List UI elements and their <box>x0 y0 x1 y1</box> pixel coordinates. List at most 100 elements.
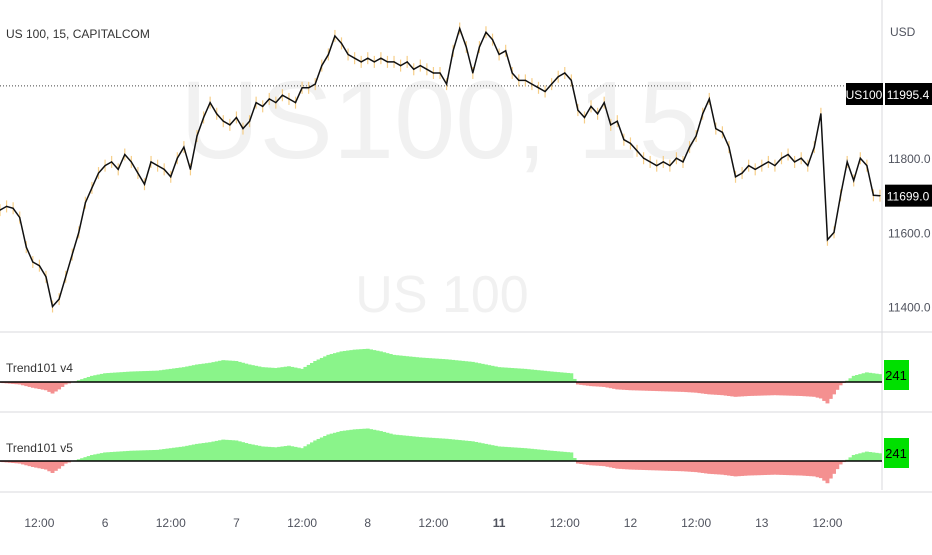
price-point-32 <box>210 102 211 103</box>
price-point-17 <box>111 161 112 162</box>
price-point-85 <box>558 76 559 77</box>
price-point-45 <box>295 102 296 103</box>
price-point-42 <box>275 102 276 103</box>
symbol-badge-label: US100 <box>846 88 883 102</box>
price-point-114 <box>748 165 749 166</box>
currency-label: USD <box>890 25 916 39</box>
price-point-50 <box>328 54 329 55</box>
price-point-109 <box>715 128 716 129</box>
price-point-52 <box>341 43 342 44</box>
price-point-103 <box>676 158 677 159</box>
price-point-87 <box>571 80 572 81</box>
price-point-94 <box>617 121 618 122</box>
x-tick-label-5: 8 <box>364 516 371 530</box>
price-point-120 <box>787 154 788 155</box>
marker-price-label: 11995.4 <box>887 88 930 102</box>
price-point-101 <box>663 161 664 162</box>
price-point-56 <box>367 58 368 59</box>
price-point-118 <box>774 165 775 166</box>
price-point-12 <box>78 232 79 233</box>
price-point-10 <box>65 276 66 277</box>
price-point-69 <box>453 50 454 51</box>
price-point-4 <box>26 247 27 248</box>
price-point-15 <box>98 172 99 173</box>
price-point-123 <box>807 165 808 166</box>
price-point-28 <box>183 147 184 148</box>
price-point-26 <box>170 176 171 177</box>
price-point-121 <box>794 161 795 162</box>
price-point-21 <box>137 172 138 173</box>
price-point-60 <box>393 61 394 62</box>
price-point-6 <box>39 265 40 266</box>
price-point-58 <box>380 58 381 59</box>
price-point-41 <box>269 98 270 99</box>
price-point-30 <box>196 135 197 136</box>
price-point-31 <box>203 117 204 118</box>
price-point-126 <box>827 239 828 240</box>
price-point-40 <box>262 106 263 107</box>
x-tick-label-1: 6 <box>102 516 109 530</box>
price-point-38 <box>249 121 250 122</box>
price-point-130 <box>853 180 854 181</box>
price-point-92 <box>604 102 605 103</box>
price-point-134 <box>879 195 880 196</box>
price-point-133 <box>873 195 874 196</box>
price-point-105 <box>689 147 690 148</box>
price-point-44 <box>288 98 289 99</box>
price-point-79 <box>518 80 519 81</box>
price-point-117 <box>768 161 769 162</box>
price-point-98 <box>643 158 644 159</box>
price-point-81 <box>531 84 532 85</box>
price-point-1 <box>6 206 7 207</box>
price-point-72 <box>472 72 473 73</box>
price-point-128 <box>840 195 841 196</box>
price-point-5 <box>32 261 33 262</box>
indicator-2-value: 241 <box>885 446 907 461</box>
price-point-102 <box>669 165 670 166</box>
x-tick-label-6: 12:00 <box>418 516 448 530</box>
price-point-29 <box>190 169 191 170</box>
price-point-97 <box>636 150 637 151</box>
price-point-89 <box>584 117 585 118</box>
price-point-11 <box>72 254 73 255</box>
y-tick-label-1: 11600.0 <box>888 226 931 240</box>
price-point-55 <box>361 61 362 62</box>
price-point-3 <box>19 217 20 218</box>
price-point-108 <box>709 98 710 99</box>
x-tick-label-12: 12:00 <box>812 516 842 530</box>
price-point-7 <box>45 276 46 277</box>
price-point-23 <box>150 161 151 162</box>
price-point-9 <box>59 298 60 299</box>
price-point-119 <box>781 158 782 159</box>
price-point-25 <box>164 169 165 170</box>
x-tick-label-2: 12:00 <box>156 516 186 530</box>
price-point-80 <box>525 80 526 81</box>
price-point-14 <box>91 187 92 188</box>
price-point-111 <box>728 147 729 148</box>
price-point-48 <box>315 84 316 85</box>
price-point-115 <box>755 169 756 170</box>
price-point-39 <box>256 102 257 103</box>
price-point-63 <box>413 69 414 70</box>
price-point-90 <box>590 106 591 107</box>
price-point-104 <box>682 161 683 162</box>
price-point-2 <box>13 208 14 209</box>
price-point-67 <box>439 72 440 73</box>
price-point-93 <box>610 124 611 125</box>
x-tick-label-3: 7 <box>233 516 240 530</box>
price-point-112 <box>735 176 736 177</box>
indicator-layer <box>0 349 882 483</box>
price-point-47 <box>308 87 309 88</box>
price-point-76 <box>499 54 500 55</box>
price-point-33 <box>216 113 217 114</box>
price-point-36 <box>236 117 237 118</box>
price-point-68 <box>446 84 447 85</box>
price-point-16 <box>104 165 105 166</box>
price-point-75 <box>492 39 493 40</box>
price-point-13 <box>85 202 86 203</box>
price-point-127 <box>833 232 834 233</box>
indicator-1-value: 241 <box>885 368 907 383</box>
price-point-82 <box>538 87 539 88</box>
price-point-18 <box>118 169 119 170</box>
